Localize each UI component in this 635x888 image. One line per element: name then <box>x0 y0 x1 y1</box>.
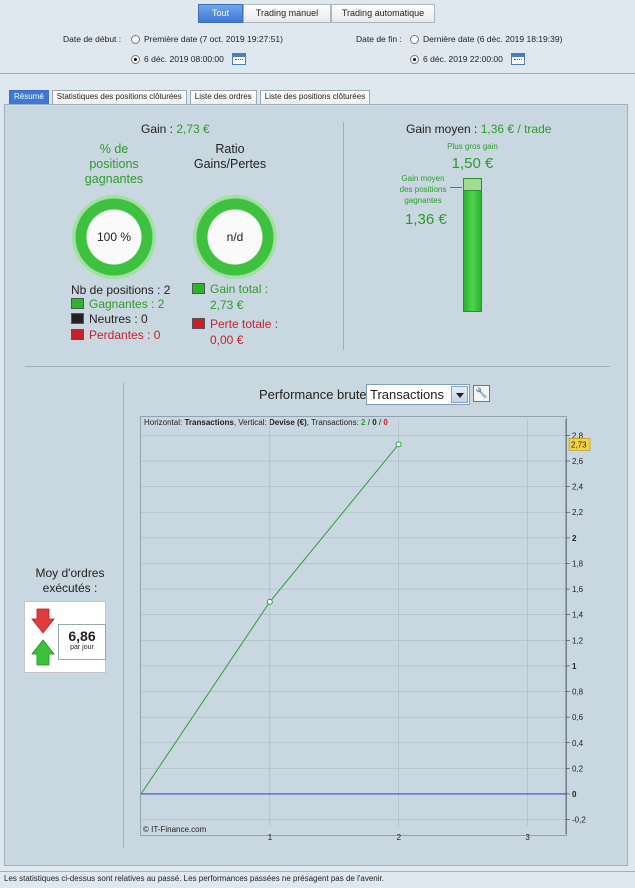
pct-winning-value: 100 % <box>96 230 132 244</box>
loss-total-label: Perte totale : <box>210 317 279 331</box>
avg-win-line1: Gain moyen <box>401 174 445 183</box>
neutral-count: Neutres : 0 <box>89 312 148 326</box>
gain-total-square-icon <box>192 283 205 294</box>
calendar-icon[interactable] <box>232 53 246 65</box>
losing-count: Perdantes : 0 <box>89 328 161 342</box>
start-first-label: Première date (7 oct. 2019 19:27:51) <box>144 34 283 44</box>
divider <box>123 383 124 848</box>
performance-chart: Horizontal: Transactions, Vertical: Devi… <box>140 416 567 836</box>
pct-label-line2: positions <box>89 157 139 171</box>
tab-orders[interactable]: Liste des ordres <box>189 90 257 104</box>
chart-header-mid: , Vertical: <box>233 418 267 427</box>
divider <box>0 73 635 74</box>
chart-header-sep: / <box>378 418 382 427</box>
gain-total-label: Gain total : <box>210 282 269 296</box>
chart-header-horizontal: Transactions <box>184 418 234 427</box>
chart-header-transactions: , Transactions: <box>306 418 359 427</box>
x-axis-select[interactable]: Transactions <box>366 384 470 405</box>
avg-orders-line2: exécutés : <box>42 581 98 595</box>
avg-orders-heading: Moy d'ordres exécutés : <box>20 566 120 596</box>
avg-orders-unit: par jour <box>70 644 94 651</box>
winning-square-icon <box>71 298 84 309</box>
mode-tab-all[interactable]: Tout <box>198 4 243 23</box>
chevron-down-icon[interactable] <box>451 386 468 403</box>
pct-label-line3: gagnantes <box>84 172 144 186</box>
disclaimer-footer: Les statistiques ci-dessus sont relative… <box>0 871 635 888</box>
start-custom-radio[interactable] <box>131 55 140 64</box>
avg-win-line3: gagnantes <box>404 196 442 205</box>
x-axis-select-value: Transactions <box>370 387 444 402</box>
chart-header-count-neutral: 0 <box>372 418 377 427</box>
chart-header-sep: / <box>367 418 370 427</box>
start-date-label: Date de début : <box>63 34 122 44</box>
avg-gain-label: Gain moyen : <box>406 122 478 136</box>
chart-header: Horizontal: Transactions, Vertical: Devi… <box>144 418 388 427</box>
gain-label: Gain : <box>141 122 174 136</box>
chart-header-count-loss: 0 <box>383 418 388 427</box>
avg-gain-bar-remainder <box>464 179 481 191</box>
avg-win-line2: des positions <box>399 185 447 194</box>
loss-total-value: 0,00 € <box>210 333 244 347</box>
tab-resume[interactable]: Résumé <box>9 90 49 104</box>
gain-heading: Gain : 2,73 € <box>141 122 210 136</box>
tab-closed-stats[interactable]: Statistiques des positions clôturées <box>51 90 187 104</box>
loss-total-square-icon <box>192 318 205 329</box>
gain-value: 2,73 € <box>176 122 210 136</box>
chart-header-count-win: 2 <box>361 418 366 427</box>
filter-bar: Tout Trading manuel Trading automatique … <box>0 0 635 84</box>
ratio-value: n/d <box>226 230 244 244</box>
avg-orders-line1: Moy d'ordres <box>35 566 105 580</box>
divider <box>343 122 344 350</box>
calendar-icon[interactable] <box>511 53 525 65</box>
wrench-icon[interactable]: 🔧 <box>473 385 490 402</box>
pct-label-line1: % de <box>99 142 129 156</box>
up-down-arrows-icon <box>31 608 55 666</box>
end-custom-radio[interactable] <box>410 55 419 64</box>
mode-tab-auto[interactable]: Trading automatique <box>331 4 435 23</box>
mode-tab-manual[interactable]: Trading manuel <box>243 4 331 23</box>
start-custom-label: 6 déc. 2019 08:00:00 <box>144 54 224 64</box>
max-gain-label: Plus gros gain <box>447 142 498 151</box>
end-custom-label: 6 déc. 2019 22:00:00 <box>423 54 503 64</box>
ratio-donut: n/d <box>193 195 277 279</box>
mode-tabs: Tout Trading manuel Trading automatique <box>198 4 435 23</box>
divider <box>25 366 610 367</box>
losing-square-icon <box>71 329 84 340</box>
chart-header-prefix: Horizontal: <box>144 418 183 427</box>
end-last-label: Dernière date (6 déc. 2019 18:19:39) <box>423 34 563 44</box>
start-first-radio[interactable] <box>131 35 140 44</box>
end-last-radio[interactable] <box>410 35 419 44</box>
nb-positions: Nb de positions : 2 <box>71 283 171 297</box>
ratio-label-line1: Ratio <box>215 142 245 156</box>
avg-orders-box: 6,86 par jour <box>58 624 106 660</box>
avg-gain-value: 1,36 € / trade <box>480 122 552 136</box>
max-gain-value: 1,50 € <box>451 155 494 172</box>
pct-winning-donut: 100 % <box>72 195 156 279</box>
chart-copyright: © IT-Finance.com <box>143 825 207 834</box>
ratio-heading: Ratio Gains/Pertes <box>180 142 280 172</box>
avg-gain-bar <box>463 178 482 312</box>
chart-header-vertical: Devise (€) <box>268 418 307 427</box>
pct-heading: % de positions gagnantes <box>64 142 164 187</box>
gain-total-value: 2,73 € <box>210 298 244 312</box>
ratio-label-line2: Gains/Pertes <box>193 157 267 171</box>
report-tabs: Résumé Statistiques des positions clôtur… <box>9 90 373 104</box>
avg-orders-value: 6,86 <box>68 628 96 644</box>
avg-gain-heading: Gain moyen : 1,36 € / trade <box>406 122 551 136</box>
winning-count: Gagnantes : 2 <box>89 297 165 311</box>
pointer-arrow-icon <box>450 187 462 188</box>
end-date-label: Date de fin : <box>356 34 402 44</box>
performance-title: Performance brute <box>259 387 367 402</box>
neutral-square-icon <box>71 313 84 324</box>
avg-win-label: Gain moyen des positions gagnantes <box>388 173 458 206</box>
tab-closed-positions[interactable]: Liste des positions clôturées <box>259 90 371 104</box>
avg-win-value: 1,36 € <box>405 211 447 228</box>
